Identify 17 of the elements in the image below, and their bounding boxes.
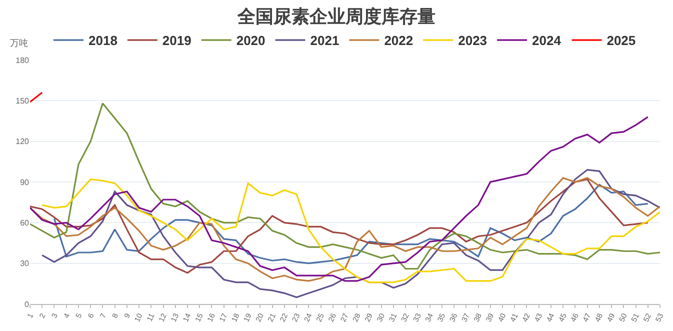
legend-label: 2021 — [310, 33, 340, 48]
y-tick-label: 120 — [16, 137, 30, 146]
y-tick-label: 60 — [20, 218, 30, 228]
y-tick-label: 0 — [24, 300, 30, 309]
y-tick-label: 180 — [16, 56, 30, 65]
y-tick-label: 150 — [16, 96, 30, 106]
legend-label: 2020 — [236, 33, 266, 48]
y-tick-label: 30 — [20, 259, 30, 268]
legend-label: 2019 — [162, 33, 192, 48]
chart-title: 全国尿素企业周度库存量 — [236, 6, 436, 27]
legend-label: 2025 — [606, 33, 636, 48]
y-axis-title: 万吨 — [10, 38, 28, 48]
legend-label: 2018 — [88, 33, 118, 48]
legend-label: 2024 — [532, 33, 562, 48]
legend-label: 2022 — [384, 33, 414, 48]
y-tick-label: 90 — [20, 178, 30, 187]
legend-label: 2023 — [458, 33, 488, 48]
